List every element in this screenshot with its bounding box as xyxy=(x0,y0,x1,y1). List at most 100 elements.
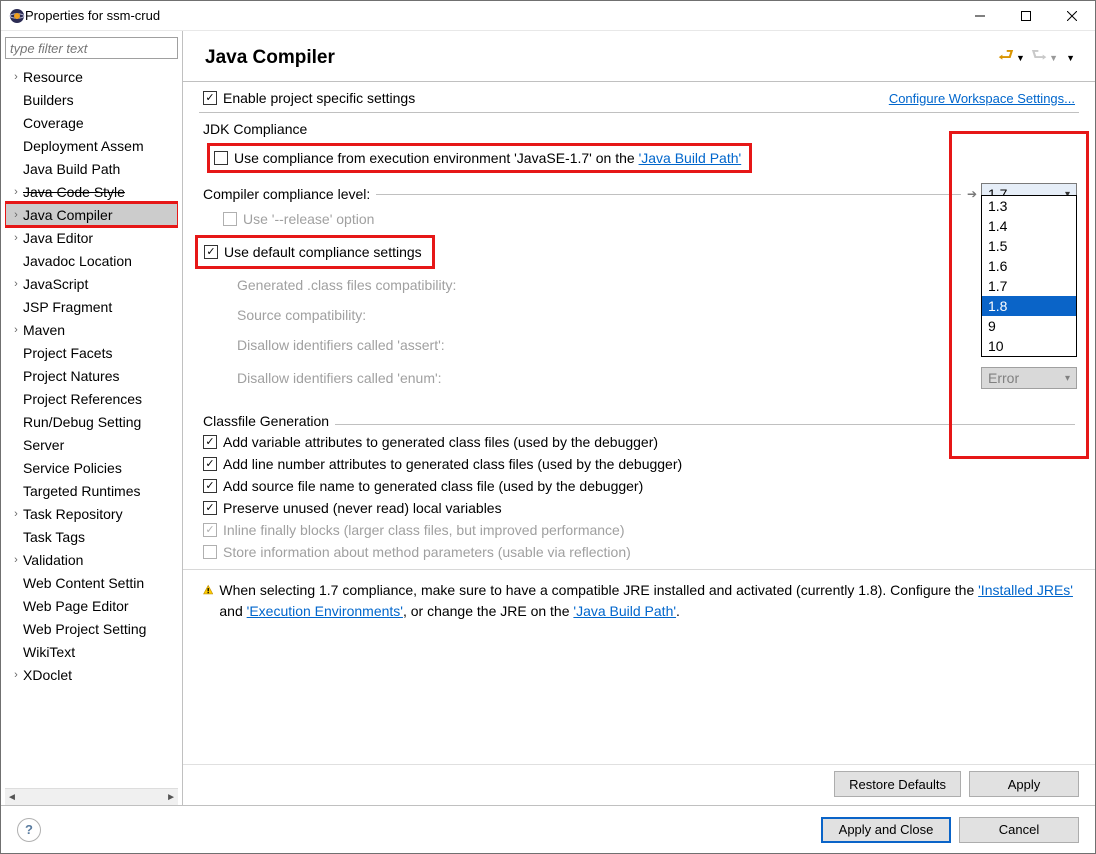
view-menu-icon[interactable]: ▼ xyxy=(1066,53,1075,63)
sidebar-item-java-build-path[interactable]: Java Build Path xyxy=(5,157,178,180)
expand-icon[interactable]: › xyxy=(9,278,23,290)
sidebar-item-java-compiler[interactable]: ›Java Compiler xyxy=(5,203,178,226)
warning-icon xyxy=(203,582,213,598)
compliance-option-1-8[interactable]: 1.8 xyxy=(982,296,1076,316)
sidebar-item-server[interactable]: Server xyxy=(5,433,178,456)
enable-specific-label: Enable project specific settings xyxy=(223,90,415,106)
sidebar-item-java-editor[interactable]: ›Java Editor xyxy=(5,226,178,249)
help-button[interactable]: ? xyxy=(17,818,41,842)
sidebar-item-task-repository[interactable]: ›Task Repository xyxy=(5,502,178,525)
sidebar-item-label: Maven xyxy=(23,322,65,338)
sidebar-item-wikitext[interactable]: WikiText xyxy=(5,640,178,663)
forward-icon[interactable]: ⮑ xyxy=(1031,43,1047,73)
expand-icon[interactable]: › xyxy=(9,209,23,221)
filter-input[interactable] xyxy=(5,37,178,59)
sidebar: ›Resource Builders Coverage Deployment Asse… xyxy=(1,31,183,805)
sidebar-item-targeted-runtimes[interactable]: Targeted Runtimes xyxy=(5,479,178,502)
page-title: Java Compiler xyxy=(205,47,998,69)
sidebar-item-label: Web Page Editor xyxy=(23,598,129,614)
sidebar-item-builders[interactable]: Builders xyxy=(5,88,178,111)
apply-and-close-button[interactable]: Apply and Close xyxy=(821,817,951,843)
sidebar-item-label: Deployment Assem xyxy=(23,138,144,154)
sidebar-item-project-facets[interactable]: Project Facets xyxy=(5,341,178,364)
expand-icon[interactable]: › xyxy=(9,186,23,198)
cancel-button[interactable]: Cancel xyxy=(959,817,1079,843)
sidebar-item-label: Validation xyxy=(23,552,83,568)
sidebar-item-web-page-editor[interactable]: Web Page Editor xyxy=(5,594,178,617)
sidebar-item-web-project-setting[interactable]: Web Project Setting xyxy=(5,617,178,640)
back-menu-icon[interactable]: ▼ xyxy=(1016,53,1025,63)
compliance-option-10[interactable]: 10 xyxy=(982,336,1076,356)
sidebar-item-label: XDoclet xyxy=(23,667,72,683)
expand-icon[interactable]: › xyxy=(9,669,23,681)
expand-icon[interactable]: › xyxy=(9,508,23,520)
classfile-label-0: Add variable attributes to generated cla… xyxy=(223,434,658,450)
sidebar-item-service-policies[interactable]: Service Policies xyxy=(5,456,178,479)
expand-icon[interactable]: › xyxy=(9,554,23,566)
expand-icon[interactable]: › xyxy=(9,324,23,336)
expand-icon[interactable]: › xyxy=(9,232,23,244)
configure-workspace-link[interactable]: Configure Workspace Settings... xyxy=(889,91,1075,106)
window-title: Properties for ssm-crud xyxy=(25,8,957,23)
sidebar-item-maven[interactable]: ›Maven xyxy=(5,318,178,341)
compliance-option-1-5[interactable]: 1.5 xyxy=(982,236,1076,256)
sidebar-item-validation[interactable]: ›Validation xyxy=(5,548,178,571)
sidebar-item-label: Task Repository xyxy=(23,506,123,522)
sidebar-item-label: Run/Debug Setting xyxy=(23,414,141,430)
compliance-option-1-6[interactable]: 1.6 xyxy=(982,256,1076,276)
sidebar-item-javascript[interactable]: ›JavaScript xyxy=(5,272,178,295)
forward-menu-icon[interactable]: ▼ xyxy=(1049,53,1058,63)
sidebar-item-javadoc-location[interactable]: Javadoc Location xyxy=(5,249,178,272)
sidebar-item-run-debug-setting[interactable]: Run/Debug Setting xyxy=(5,410,178,433)
java-build-path-link[interactable]: 'Java Build Path' xyxy=(639,150,742,166)
sidebar-item-label: Server xyxy=(23,437,64,453)
sidebar-item-web-content-settin[interactable]: Web Content Settin xyxy=(5,571,178,594)
sidebar-item-label: Builders xyxy=(23,92,74,108)
classfile-checkbox-1[interactable]: ✓ xyxy=(203,457,217,471)
sidebar-item-xdoclet[interactable]: ›XDoclet xyxy=(5,663,178,686)
classfile-checkbox-2[interactable]: ✓ xyxy=(203,479,217,493)
sidebar-item-jsp-fragment[interactable]: JSP Fragment xyxy=(5,295,178,318)
compliance-option-1-3[interactable]: 1.3 xyxy=(982,196,1076,216)
jdk-compliance-section: JDK Compliance xyxy=(183,113,1095,139)
header-toolbar: ⮐ ▼ ⮑ ▼ ▼ xyxy=(998,43,1075,73)
horizontal-scrollbar[interactable]: ◄ ► xyxy=(5,788,178,805)
app-icon xyxy=(9,8,25,24)
compliance-option-9[interactable]: 9 xyxy=(982,316,1076,336)
minimize-button[interactable] xyxy=(957,1,1003,31)
disallow-enum-combo: Error▾ xyxy=(981,367,1077,389)
sidebar-item-deployment-assem[interactable]: Deployment Assem xyxy=(5,134,178,157)
sidebar-item-coverage[interactable]: Coverage xyxy=(5,111,178,134)
scroll-right-icon[interactable]: ► xyxy=(166,792,176,803)
use-default-compliance-checkbox[interactable]: ✓ xyxy=(204,245,218,259)
installed-jres-link[interactable]: 'Installed JREs' xyxy=(978,582,1073,598)
classfile-checkbox-4: ✓ xyxy=(203,523,217,537)
java-build-path-link-2[interactable]: 'Java Build Path' xyxy=(573,603,676,619)
sidebar-item-label: WikiText xyxy=(23,644,75,660)
maximize-button[interactable] xyxy=(1003,1,1049,31)
classfile-checkbox-0[interactable]: ✓ xyxy=(203,435,217,449)
back-icon[interactable]: ⮐ xyxy=(998,43,1014,73)
use-exec-env-checkbox[interactable] xyxy=(214,151,228,165)
compliance-level-dropdown[interactable]: 1.31.41.51.61.71.8910 xyxy=(981,195,1077,357)
expand-icon[interactable]: › xyxy=(9,71,23,83)
compliance-option-1-4[interactable]: 1.4 xyxy=(982,216,1076,236)
sidebar-item-label: Java Code Style xyxy=(23,184,125,200)
apply-button[interactable]: Apply xyxy=(969,771,1079,797)
sidebar-item-task-tags[interactable]: Task Tags xyxy=(5,525,178,548)
disallow-enum-label: Disallow identifiers called 'enum': xyxy=(237,370,981,386)
classfile-checkbox-3[interactable]: ✓ xyxy=(203,501,217,515)
enable-specific-checkbox[interactable]: ✓ xyxy=(203,91,217,105)
sidebar-item-project-references[interactable]: Project References xyxy=(5,387,178,410)
restore-defaults-button[interactable]: Restore Defaults xyxy=(834,771,961,797)
scroll-left-icon[interactable]: ◄ xyxy=(7,792,17,803)
sidebar-item-java-code-style[interactable]: ›Java Code Style xyxy=(5,180,178,203)
close-button[interactable] xyxy=(1049,1,1095,31)
execution-environments-link[interactable]: 'Execution Environments' xyxy=(247,603,403,619)
use-release-checkbox xyxy=(223,212,237,226)
compliance-option-1-7[interactable]: 1.7 xyxy=(982,276,1076,296)
sidebar-item-resource[interactable]: ›Resource xyxy=(5,65,178,88)
category-tree[interactable]: ›Resource Builders Coverage Deployment Asse… xyxy=(5,65,178,788)
dialog-footer: ? Apply and Close Cancel xyxy=(1,805,1095,853)
sidebar-item-project-natures[interactable]: Project Natures xyxy=(5,364,178,387)
